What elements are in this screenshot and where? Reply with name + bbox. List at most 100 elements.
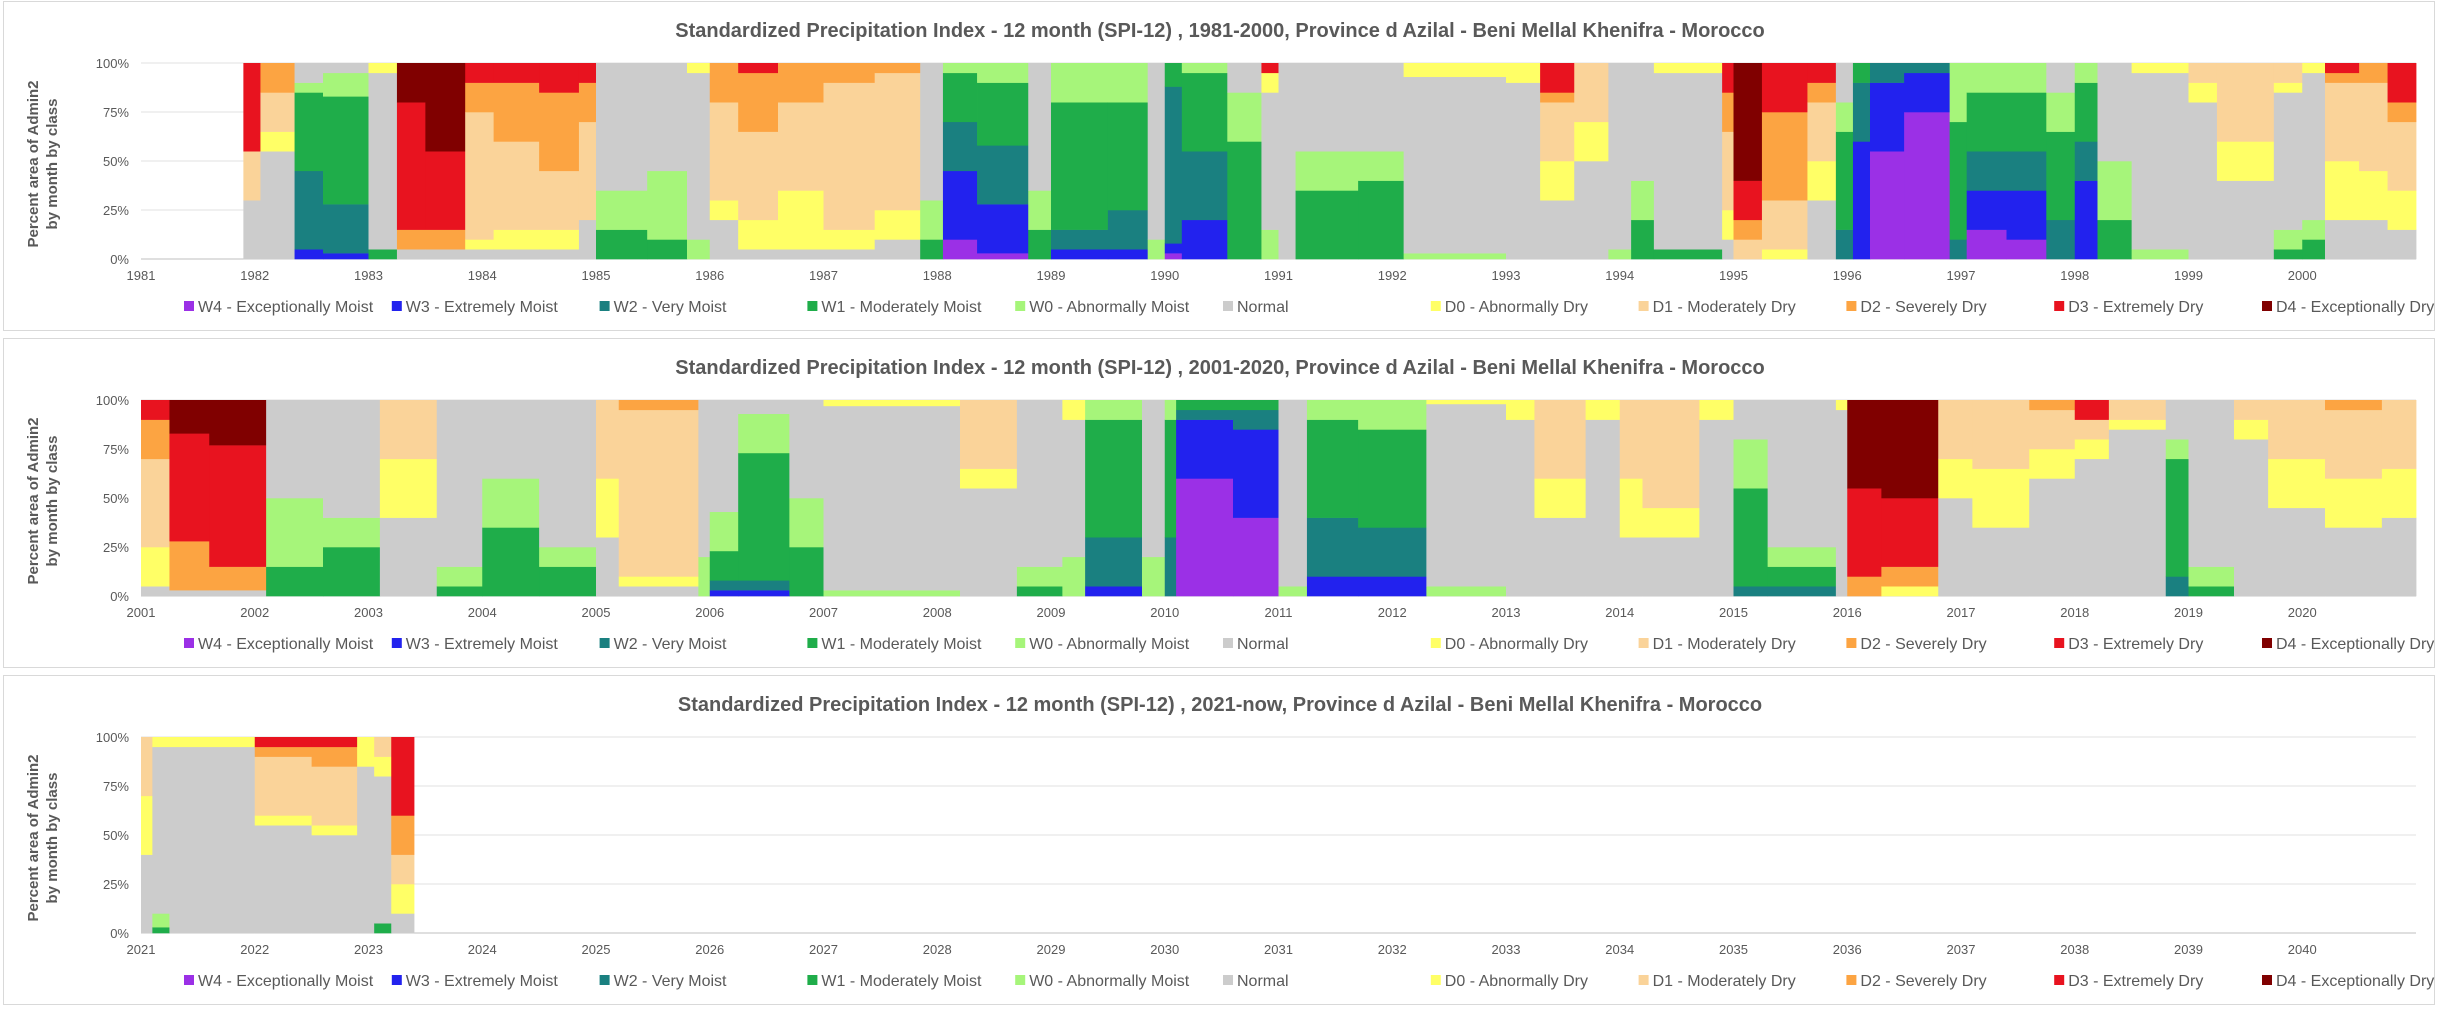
legend-label-n: Normal — [1237, 973, 1289, 990]
bar-d0 — [1699, 400, 1734, 420]
bar-w4 — [1233, 517, 1279, 597]
bar-n — [311, 835, 358, 934]
legend-swatch-d2 — [1846, 301, 1857, 311]
bar-d3 — [2387, 63, 2417, 103]
bar-d0 — [374, 756, 392, 777]
bar-w2 — [1904, 63, 1951, 74]
bar-d0 — [2268, 458, 2326, 509]
bar-d2 — [141, 419, 170, 460]
bar-d0 — [738, 219, 779, 250]
bar-d1 — [243, 151, 261, 201]
bar-d0 — [1653, 63, 1723, 74]
x-tick-label: 2016 — [1833, 605, 1862, 620]
y-tick-label: 25% — [103, 203, 129, 218]
bar-n — [2325, 527, 2383, 597]
legend-label-w0: W0 - Abnormally Moist — [1029, 636, 1190, 653]
bar-n — [2387, 229, 2417, 260]
bar-n — [482, 400, 540, 479]
bar-d2 — [539, 92, 580, 172]
bar-d1 — [2216, 63, 2275, 142]
bar-w2 — [1852, 82, 1871, 142]
bar-n — [2273, 92, 2303, 230]
bar-n — [141, 586, 170, 597]
x-tick-label: 2020 — [2288, 605, 2317, 620]
bar-n — [1540, 200, 1575, 260]
bar-w2 — [1085, 537, 1143, 587]
bar-n — [1938, 498, 1973, 597]
bar-d4 — [396, 63, 426, 103]
bar-w0 — [1767, 547, 1837, 567]
bar-n — [2359, 219, 2388, 260]
bar-d2 — [1761, 112, 1808, 201]
bar-w2 — [1233, 409, 1279, 430]
stacked-bars — [141, 400, 2417, 597]
bar-d1 — [2381, 400, 2417, 469]
bar-n — [1016, 400, 1063, 567]
bar-d0 — [687, 63, 711, 74]
bar-d1 — [2359, 82, 2388, 172]
bar-w0 — [1028, 190, 1052, 230]
bar-w0 — [1085, 400, 1143, 420]
x-tick-label: 2022 — [240, 942, 269, 957]
bar-d1 — [141, 458, 170, 548]
chart-panel-2001-2020: Standardized Precipitation Index - 12 mo… — [3, 338, 2435, 668]
bar-d0 — [1585, 400, 1621, 420]
bar-w0 — [1107, 63, 1149, 103]
legend-swatch-d3 — [2054, 975, 2065, 985]
bar-w2 — [1176, 409, 1234, 420]
bar-d3 — [209, 445, 267, 567]
chart-title: Standardized Precipitation Index - 12 mo… — [678, 694, 1762, 716]
bar-d1 — [778, 102, 824, 191]
bar-d3 — [1261, 63, 1279, 74]
bar-d0 — [2074, 439, 2110, 460]
bar-d0 — [2234, 419, 2269, 440]
bar-w4 — [1176, 478, 1234, 597]
bar-w2 — [2074, 141, 2098, 181]
bar-d2 — [874, 63, 921, 74]
bar-d1 — [823, 82, 876, 230]
bar-w1 — [294, 92, 324, 172]
bar-d2 — [493, 82, 540, 142]
bar-n — [2268, 507, 2326, 597]
x-tick-label: 2014 — [1605, 605, 1634, 620]
bar-d0 — [260, 131, 295, 152]
bar-d3 — [391, 737, 415, 816]
x-tick-label: 2023 — [354, 942, 383, 957]
bar-d3 — [2325, 63, 2360, 74]
bar-w1 — [2188, 586, 2235, 597]
bar-w1 — [374, 923, 392, 934]
legend-swatch-w1 — [807, 301, 818, 311]
bar-d3 — [738, 63, 779, 74]
legend-label-d3: D3 - Extremely Dry — [2068, 299, 2203, 316]
legend: W4 - Exceptionally Moist W3 - Extremely M… — [184, 636, 2434, 653]
bar-n — [2381, 517, 2417, 597]
bar-w0 — [2302, 219, 2326, 240]
legend-swatch-w1 — [807, 638, 818, 648]
bar-w0 — [1835, 102, 1854, 132]
x-ticks: 2001 2002 2003 2004 2005 2006 2007 2008 2009 2010… — [127, 605, 2317, 620]
bar-n — [1358, 63, 1405, 152]
bar-n — [1278, 400, 1308, 587]
x-tick-label: 2037 — [1947, 942, 1976, 957]
x-tick-label: 1993 — [1492, 268, 1521, 283]
bar-d1 — [260, 92, 295, 132]
legend-label-d4: D4 - Exceptionally Dry — [2276, 299, 2434, 316]
bar-d0 — [254, 815, 313, 826]
bar-w1 — [596, 229, 648, 260]
bar-d2 — [391, 815, 415, 855]
bar-n — [823, 405, 961, 591]
chart-title: Standardized Precipitation Index - 12 mo… — [675, 20, 1765, 42]
bar-w3 — [1852, 141, 1871, 260]
bar-d1 — [2268, 400, 2326, 460]
y-tick-label: 0% — [110, 589, 129, 604]
bar-d2 — [254, 746, 313, 757]
bar-n — [738, 249, 779, 260]
bar-d0 — [465, 239, 495, 250]
bar-n — [374, 776, 392, 924]
bar-d0 — [311, 825, 358, 836]
x-tick-label: 2009 — [1037, 605, 1066, 620]
bar-d0 — [1426, 400, 1507, 405]
bar-w0 — [1016, 566, 1063, 587]
x-tick-label: 2006 — [695, 605, 724, 620]
bar-w0 — [1295, 151, 1359, 191]
